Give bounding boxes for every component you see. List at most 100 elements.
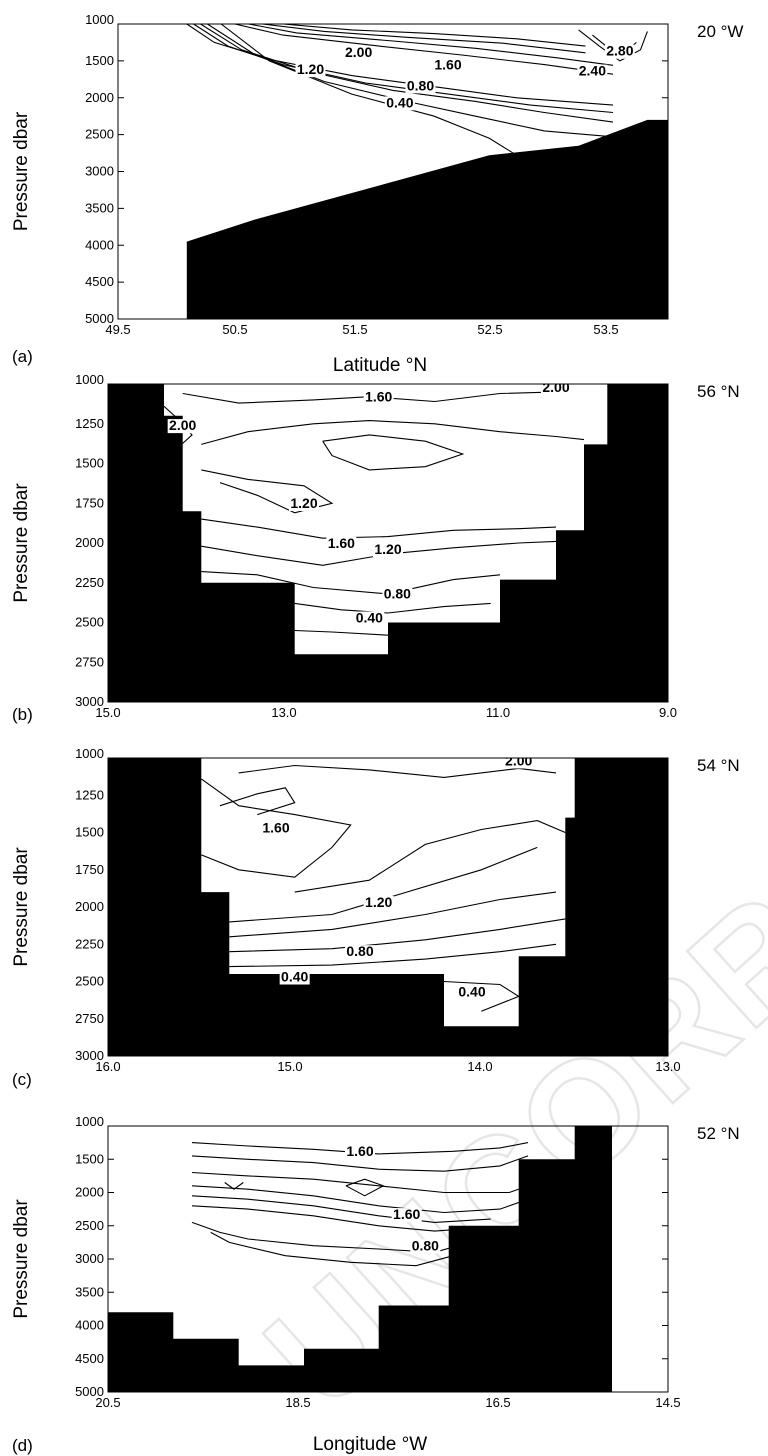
x-tick-label: 49.5 [105,322,130,337]
panel-1: 2.00 1.60 1.20 0.800.40 2.402.80 1000 1500 2000… [11,12,743,376]
y-axis-label: Pressure dbar [11,847,32,967]
contour-label: 0.40 [386,94,413,110]
x-tick-label: 14.5 [655,1395,680,1410]
y-tick-label: 2500 [75,615,104,630]
y-axis: 1000 1250 1500 1750 2000 2250 2500 2750 3000 [75,746,668,1063]
plot-area: 2.00 1.60 2.00 1.20 1.60 1.20 0.800.40 [108,384,668,702]
contour-line [191,1142,529,1155]
y-axis: 1000 1250 1500 1750 2000 2250 2500 2750 3000 [75,372,668,709]
contour-label-bg [373,543,403,558]
contour-line [193,24,614,114]
panel-2: 2.00 1.60 2.00 1.20 1.60 1.20 0.800.40 1000 1250… [11,372,740,724]
x-axis: 49.5 50.5 51.5 52.5 53.5 [105,313,619,337]
contour-label-bg [326,536,357,551]
x-tick-label: 16.0 [95,1059,120,1074]
y-tick-label: 2250 [75,936,104,951]
y-tick-label: 2000 [75,535,104,550]
contour-label: 0.80 [412,1237,439,1253]
x-axis-label: Latitude °N [333,355,427,376]
section-label: 54 °N [697,756,740,775]
contour-line [282,24,586,47]
y-tick-label: 1250 [75,787,104,802]
panel-3: 1.60 2.00 1.20 0.80 0.40 0.40 1000 1250 1500 1750… [11,746,740,1089]
bathymetry [108,758,668,1056]
y-tick-label: 1000 [75,746,104,761]
contour-label: 1.60 [346,1143,373,1159]
panel-label: (b) [12,705,33,724]
contour-label-bg [391,1208,422,1223]
y-tick-label: 4000 [85,237,114,252]
y-axis: 1000 1500 2000 2500 3000 3500 4000 4500 5000 [75,1114,668,1399]
contour-label: 2.80 [606,43,633,59]
contour-line [191,1155,529,1172]
contour-lines [191,1142,538,1267]
contour-label-bg [405,79,436,94]
contour-line [294,602,491,614]
y-tick-label: 3000 [75,694,104,709]
contour-label-bg [345,1144,375,1159]
y-tick-label: 1500 [75,456,104,471]
contour-label-bg [167,419,198,434]
contour-line [443,980,520,1012]
bathymetry-west [108,384,388,702]
section-label: 52 °N [697,1124,740,1143]
x-tick-label: 15.0 [277,1059,302,1074]
contour-label-bg [289,497,319,512]
contour-labels: 1.60 1.60 0.80 [345,1143,441,1254]
x-axis: 16.0 15.0 14.0 13.0 [95,1050,681,1074]
panel-label: (c) [12,1070,32,1089]
contour-line [578,29,648,62]
contour-line [200,778,352,878]
contour-line [191,1171,538,1194]
x-tick-label: 18.5 [285,1395,310,1410]
x-axis: 15.0 13.0 11.0 9.0 [95,696,677,720]
contour-label: 1.60 [365,388,392,404]
bathymetry-east [388,384,668,702]
contour-label: 1.20 [365,894,392,910]
y-tick-label: 2000 [75,899,104,914]
contour-label-bg [261,821,291,836]
y-tick-label: 3000 [85,164,114,179]
contour-label: 0.80 [407,77,434,93]
y-tick-label: 3000 [75,1048,104,1063]
y-tick-label: 2500 [75,974,104,989]
plot-area: 2.00 1.60 1.20 0.800.40 2.402.80 [186,24,668,319]
contour-label: 0.40 [356,610,383,626]
contour-line [186,24,614,106]
contour-label: 1.60 [262,820,289,836]
y-axis-label: Pressure dbar [11,483,32,603]
contour-line [219,787,296,816]
contour-label-bg [541,384,571,395]
x-tick-label: 9.0 [659,705,677,720]
contour-label-bg [363,390,394,405]
contour-line [210,1231,454,1267]
contour-line [201,420,585,445]
contour-label-bg [363,896,394,910]
y-tick-label: 2250 [75,575,104,590]
bathymetry [186,119,668,319]
y-tick-label: 4000 [75,1318,104,1333]
contour-label: 1.60 [393,1206,420,1222]
contour-line [201,469,334,514]
y-tick-label: 2750 [75,1011,104,1026]
contour-label-bg [343,46,374,61]
contour-label-bg [345,945,375,960]
contour-labels: 1.60 2.00 1.20 0.80 0.40 0.40 [261,752,534,1000]
contour-label: 0.40 [458,983,485,999]
x-tick-label: 20.5 [95,1395,120,1410]
contour-label-bg [382,587,413,602]
contour-label: 1.20 [374,541,401,557]
contour-label: 1.60 [434,57,461,73]
y-tick-label: 3500 [85,200,114,215]
contour-label: 1.20 [297,61,324,77]
y-tick-label: 1250 [75,416,104,431]
contour-label-bg [457,985,487,1000]
contour-label-bg [279,970,310,985]
contour-label: 2.00 [505,752,532,768]
x-tick-label: 53.5 [593,322,618,337]
y-tick-label: 3500 [75,1284,104,1299]
contour-label: 1.20 [290,495,317,511]
x-axis-label: Longitude °W [313,1434,427,1455]
y-tick-label: 1000 [75,372,104,387]
y-tick-label: 5000 [75,1384,104,1399]
